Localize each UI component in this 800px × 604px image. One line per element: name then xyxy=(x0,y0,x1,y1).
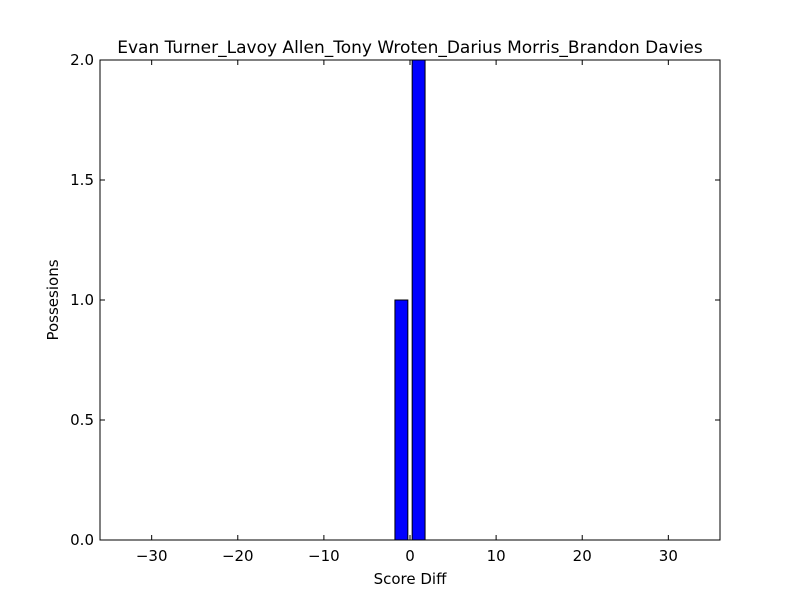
x-tick-label: 30 xyxy=(659,547,678,565)
y-tick-label: 1.0 xyxy=(70,291,94,309)
x-tick-label: 10 xyxy=(487,547,506,565)
y-tick-label: 2.0 xyxy=(70,51,94,69)
y-axis-label: Possesions xyxy=(44,259,62,340)
x-tick-label: 20 xyxy=(573,547,592,565)
x-tick-label: −30 xyxy=(136,547,168,565)
x-axis-label: Score Diff xyxy=(374,570,447,588)
y-tick-label: 0.0 xyxy=(70,531,94,549)
y-tick-label: 0.5 xyxy=(70,411,94,429)
chart-title: Evan Turner_Lavoy Allen_Tony Wroten_Dari… xyxy=(117,38,703,58)
bar-0 xyxy=(394,299,409,541)
bar-1 xyxy=(411,59,426,541)
x-tick-label: −20 xyxy=(222,547,254,565)
y-tick-label: 1.5 xyxy=(70,171,94,189)
x-tick-label: −10 xyxy=(308,547,340,565)
x-tick-label: 0 xyxy=(405,547,415,565)
